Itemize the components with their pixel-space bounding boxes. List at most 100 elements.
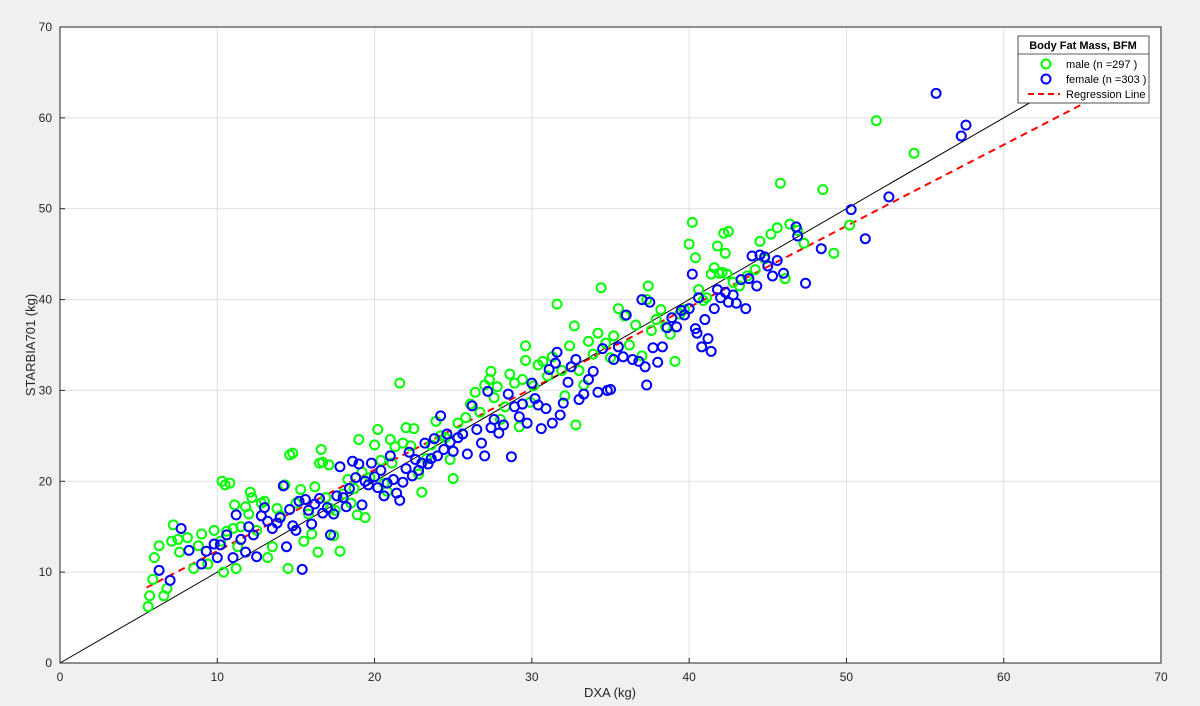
male-data-point xyxy=(587,348,599,360)
x-axis-title: DXA (kg) xyxy=(584,685,636,700)
female-data-point xyxy=(384,450,396,462)
y-tick-label: 60 xyxy=(39,111,53,125)
male-data-point xyxy=(188,563,200,575)
male-data-point xyxy=(516,374,528,386)
male-data-point xyxy=(425,439,437,451)
male-data-point xyxy=(722,225,734,237)
female-data-point xyxy=(691,327,703,339)
y-tick-label: 40 xyxy=(39,293,53,307)
female-data-point xyxy=(482,385,494,397)
legend-title: Body Fat Mass, BFM xyxy=(1029,40,1137,52)
female-data-point xyxy=(221,529,233,541)
female-data-point xyxy=(340,501,352,513)
male-data-point xyxy=(469,386,481,398)
female-data-point xyxy=(214,539,226,551)
male-data-point xyxy=(551,298,563,310)
female-data-point xyxy=(730,297,742,309)
axis-ticks: 0 10 20 30 40 50 60 70 0 10 20 30 40 50 60 70 xyxy=(39,20,1168,684)
female-data-point xyxy=(153,564,165,576)
female-data-point xyxy=(314,493,326,505)
female-data-point xyxy=(290,524,302,536)
male-data-point xyxy=(303,508,315,520)
female-data-point xyxy=(303,504,315,516)
female-data-point xyxy=(535,423,547,435)
male-data-point xyxy=(828,247,840,259)
male-data-point xyxy=(218,566,230,578)
male-data-point xyxy=(224,477,236,489)
female-data-point xyxy=(422,458,434,470)
female-data-point xyxy=(762,260,774,272)
male-data-point xyxy=(636,350,648,362)
male-data-point xyxy=(315,443,327,455)
male-data-point xyxy=(689,252,701,264)
male-data-point xyxy=(570,419,582,431)
female-data-point xyxy=(240,546,252,558)
female-data-point xyxy=(306,518,318,530)
female-data-point xyxy=(343,483,355,495)
male-data-point xyxy=(595,282,607,294)
male-data-point xyxy=(749,264,761,276)
female-data-point xyxy=(612,341,624,353)
male-data-point xyxy=(721,268,733,280)
male-data-point xyxy=(779,273,791,285)
female-data-point xyxy=(582,374,594,386)
male-data-point xyxy=(592,327,604,339)
male-data-point xyxy=(474,406,486,418)
female-data-point xyxy=(549,357,561,369)
female-data-point xyxy=(400,463,412,475)
male-data-point xyxy=(372,423,384,435)
male-data-point xyxy=(408,423,420,435)
female-data-point xyxy=(235,533,247,545)
female-data-point xyxy=(705,345,717,357)
male-data-point xyxy=(266,541,278,553)
male-data-point xyxy=(181,532,193,544)
male-data-point xyxy=(416,486,428,498)
male-data-point xyxy=(733,280,745,292)
female-data-point xyxy=(693,292,705,304)
male-data-point xyxy=(320,492,332,504)
legend-regression-label: Regression Line xyxy=(1066,89,1146,101)
male-data-point xyxy=(754,235,766,247)
male-data-point xyxy=(298,535,310,547)
female-data-point xyxy=(505,451,517,463)
female-data-point xyxy=(686,268,698,280)
female-data-point xyxy=(375,464,387,476)
male-data-point xyxy=(230,563,242,575)
legend-male-marker xyxy=(1040,58,1052,70)
female-data-point xyxy=(627,354,639,366)
female-data-point xyxy=(859,233,871,245)
male-data-point xyxy=(282,563,294,575)
male-data-point xyxy=(582,335,594,347)
male-data-point xyxy=(353,433,365,445)
male-data-point xyxy=(564,340,576,352)
male-data-point xyxy=(323,459,335,471)
female-data-point xyxy=(800,277,812,289)
male-data-point xyxy=(214,535,226,547)
female-data-point xyxy=(394,494,406,506)
x-tick-label: 10 xyxy=(211,670,225,684)
male-data-point xyxy=(348,483,360,495)
female-data-point xyxy=(671,321,683,333)
female-data-point xyxy=(299,493,311,505)
female-data-point xyxy=(546,417,558,429)
female-data-point xyxy=(702,333,714,345)
legend[interactable]: Body Fat Mass, BFM male (n =297 ) female… xyxy=(1017,35,1150,104)
female-data-point xyxy=(328,508,340,520)
male-data-point xyxy=(166,535,178,547)
female-data-point xyxy=(293,495,305,507)
male-data-point xyxy=(148,552,160,564)
y-tick-label: 0 xyxy=(45,656,52,670)
female-data-point xyxy=(208,538,220,550)
male-data-point xyxy=(235,521,247,533)
female-data-point xyxy=(639,361,651,373)
female-data-point xyxy=(502,388,514,400)
male-data-point xyxy=(664,328,676,340)
male-data-point xyxy=(655,304,667,316)
male-data-point xyxy=(153,540,165,552)
female-data-point xyxy=(274,512,286,524)
male-data-point xyxy=(221,525,233,537)
female-data-point xyxy=(845,204,857,216)
female-data-point xyxy=(617,351,629,363)
female-data-point xyxy=(337,492,349,504)
